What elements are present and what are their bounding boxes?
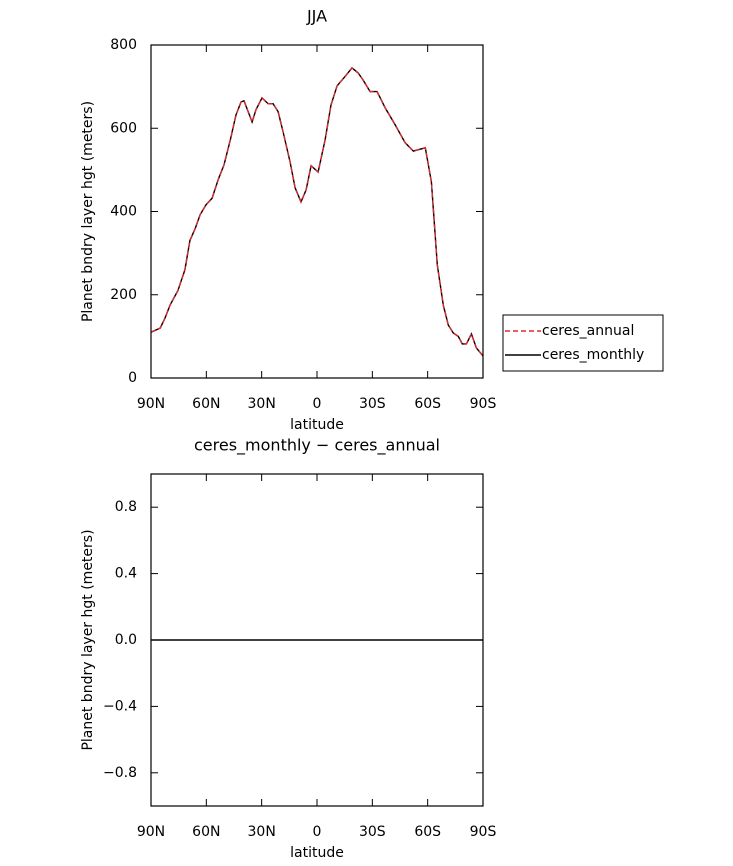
x-tick-label: 0 [313, 824, 322, 840]
legend-label: ceres_monthly [542, 347, 644, 363]
y-tick-label: 0.8 [115, 499, 137, 515]
data-line [150, 66, 484, 357]
x-tick-label: 90N [137, 396, 165, 412]
y-tick-label: 200 [110, 287, 137, 303]
y-tick-label: −0.4 [103, 698, 137, 714]
plot-frame [150, 44, 484, 379]
x-axis-label: latitude [290, 417, 344, 433]
x-tick-label: 60N [192, 396, 220, 412]
x-tick-label: 60S [414, 824, 441, 840]
x-tick-label: 0 [313, 396, 322, 412]
x-tick-label: 30N [248, 824, 276, 840]
x-tick-label: 90S [470, 396, 497, 412]
x-tick-label: 30S [359, 396, 386, 412]
chart-title: JJA [306, 7, 327, 26]
legend-label: ceres_annual [542, 323, 634, 339]
y-axis-label: Planet bndry layer hgt (meters) [80, 529, 96, 750]
y-tick-label: 400 [110, 204, 137, 220]
y-axis-label: Planet bndry layer hgt (meters) [80, 101, 96, 322]
y-tick-label: 0 [128, 370, 137, 386]
x-tick-label: 60S [414, 396, 441, 412]
legend-box [502, 314, 664, 372]
x-axis-label: latitude [290, 845, 344, 861]
x-tick-label: 90S [470, 824, 497, 840]
y-tick-label: 600 [110, 120, 137, 136]
x-tick-label: 30S [359, 824, 386, 840]
y-tick-label: 0.4 [115, 566, 137, 582]
x-tick-label: 60N [192, 824, 220, 840]
x-tick-label: 90N [137, 824, 165, 840]
plot-frame [150, 473, 484, 807]
y-tick-label: 0.0 [115, 632, 137, 648]
y-tick-label: 800 [110, 37, 137, 53]
y-tick-label: −0.8 [103, 765, 137, 781]
chart-title: ceres_monthly − ceres_annual [194, 436, 440, 456]
x-tick-label: 30N [248, 396, 276, 412]
